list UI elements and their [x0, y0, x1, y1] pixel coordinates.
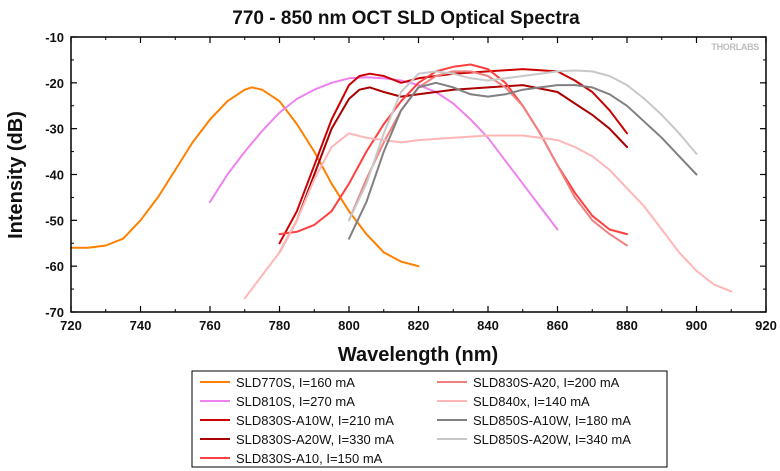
x-tick-label: 740 [130, 318, 152, 333]
series-line-8 [348, 69, 698, 222]
x-tick-label: 820 [408, 318, 430, 333]
series-line-3 [278, 84, 628, 254]
series-line-1 [209, 76, 559, 231]
x-tick-label: 840 [477, 318, 499, 333]
series-layer [70, 63, 733, 300]
legend-label: SLD830S-A20, I=200 mA [473, 375, 620, 390]
legend-label: SLD830S-A20W, I=330 mA [236, 432, 394, 447]
series-line-2 [278, 68, 628, 245]
series-line-5 [348, 70, 628, 247]
legend-label: SLD830S-A10W, I=210 mA [236, 413, 394, 428]
x-tick-label: 760 [199, 318, 221, 333]
series-line-0 [70, 86, 420, 268]
x-tick-label: 900 [686, 318, 708, 333]
legend-label: SLD830S-A10, I=150 mA [236, 451, 383, 466]
ticks-layer: 720 740 760 780 800 820 840 860 880 900 920 -10 -20 -… [45, 30, 777, 333]
thorlabs-watermark: THORLABS [711, 42, 759, 52]
legend-label: SLD840x, I=140 mA [473, 394, 590, 409]
legend-label: SLD850S-A20W, I=340 mA [473, 432, 631, 447]
y-tick-label: -60 [45, 259, 64, 274]
legend: SLD770S, I=160 mA SLD810S, I=270 mA SLD830… [191, 370, 668, 468]
y-axis-label: Intensity (dB) [5, 111, 27, 239]
x-axis-label: Wavelength (nm) [338, 344, 498, 366]
series-line-7 [348, 81, 698, 240]
y-tick-label: -40 [45, 168, 64, 183]
x-tick-label: 720 [60, 318, 82, 333]
chart-title: 770 - 850 nm OCT SLD Optical Spectra [232, 8, 580, 29]
legend-label: SLD850S-A10W, I=180 mA [473, 413, 631, 428]
legend-box [191, 370, 668, 468]
x-tick-label: 920 [755, 318, 777, 333]
y-tick-label: -20 [45, 76, 64, 91]
x-tick-label: 880 [616, 318, 638, 333]
y-tick-label: -50 [45, 213, 64, 228]
y-tick-label: -70 [45, 305, 64, 320]
x-tick-label: 780 [269, 318, 291, 333]
x-tick-label: 860 [547, 318, 569, 333]
legend-label: SLD810S, I=270 mA [236, 394, 355, 409]
legend-label: SLD770S, I=160 mA [236, 375, 355, 390]
y-tick-label: -30 [45, 122, 64, 137]
series-line-6 [243, 132, 733, 300]
x-tick-label: 800 [338, 318, 360, 333]
y-tick-label: -10 [45, 30, 64, 45]
series-line-4 [278, 63, 628, 236]
